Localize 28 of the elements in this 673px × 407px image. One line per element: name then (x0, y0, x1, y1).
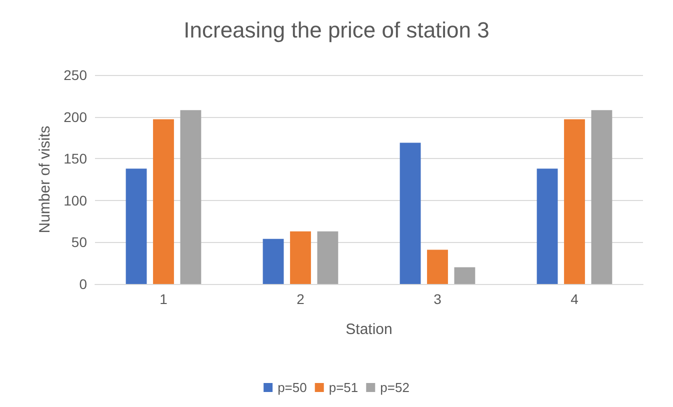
y-tick-label: 250 (64, 67, 88, 83)
x-tick-label: 3 (434, 291, 442, 307)
x-tick-label: 2 (296, 291, 305, 307)
y-tick-label: 50 (71, 234, 88, 250)
x-tick-label: 1 (160, 291, 168, 307)
chart-title: Increasing the price of station 3 (184, 18, 490, 42)
bar (400, 142, 421, 284)
bar (153, 119, 174, 284)
bar (454, 267, 476, 284)
bar (564, 119, 585, 284)
y-tick-label: 0 (79, 276, 88, 292)
x-tick-label: 4 (570, 291, 579, 307)
bar (290, 231, 311, 284)
bar (180, 110, 202, 284)
bar (262, 238, 284, 284)
bar (591, 110, 612, 284)
y-tick-label: 200 (64, 108, 88, 125)
x-axis-title: Station (346, 321, 392, 338)
bar (317, 231, 338, 284)
y-tick-label: 100 (64, 192, 88, 208)
legend-label: p=52 (380, 380, 410, 395)
bar (536, 168, 558, 284)
legend-label: p=51 (328, 380, 358, 395)
bar (126, 168, 147, 284)
y-axis-title: Number of visits (36, 126, 54, 234)
y-tick-label: 150 (64, 150, 88, 167)
bar (427, 250, 448, 284)
legend-label: p=50 (278, 380, 307, 395)
